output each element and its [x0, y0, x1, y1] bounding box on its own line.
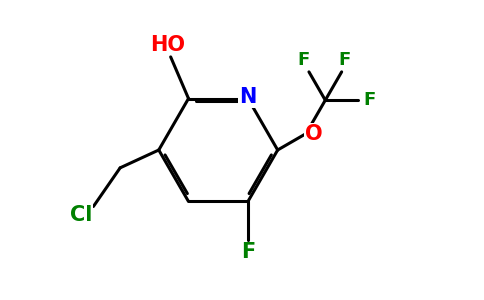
Text: Cl: Cl	[70, 206, 93, 225]
Text: F: F	[338, 51, 351, 69]
Text: O: O	[304, 124, 322, 144]
Text: F: F	[241, 242, 255, 262]
Text: F: F	[364, 91, 376, 109]
Text: HO: HO	[150, 35, 185, 55]
Text: F: F	[297, 51, 309, 69]
Text: N: N	[239, 87, 257, 107]
